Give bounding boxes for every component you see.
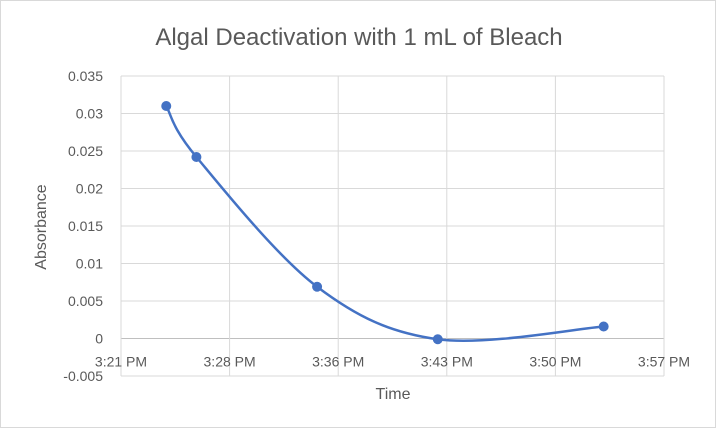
y-tick-label: 0.01 [76, 256, 103, 272]
series-line [165, 105, 604, 343]
y-axis-title: Absorbance [33, 184, 50, 269]
y-tick-label: 0 [95, 331, 103, 347]
x-tick-label: 3:36 PM [312, 354, 364, 370]
x-tick-label: 3:57 PM [638, 354, 690, 370]
y-tick-label: -0.005 [63, 368, 103, 384]
y-tick-label: 0.02 [76, 181, 103, 197]
x-axis-title: Time [376, 386, 411, 403]
x-tick-label: 3:43 PM [421, 354, 473, 370]
grid-layer [120, 75, 665, 377]
x-tick-label: 3:21 PM [95, 354, 147, 370]
y-tick-label: 0.005 [68, 293, 103, 309]
y-tick-labels: 0.035 0.03 0.025 0.02 0.015 0.01 0.005 0 -0.005 [63, 68, 103, 384]
series-layer [161, 101, 609, 345]
y-tick-label: 0.035 [68, 68, 103, 84]
chart-title: Algal Deactivation with 1 mL of Bleach [155, 24, 562, 51]
data-point [312, 281, 323, 292]
data-point [161, 101, 172, 111]
y-tick-label: 0.03 [76, 106, 103, 122]
data-point [191, 152, 202, 162]
x-tick-label: 3:28 PM [204, 354, 256, 370]
x-tick-labels: 3:21 PM 3:28 PM 3:36 PM 3:43 PM 3:50 PM 3:57 … [95, 354, 690, 370]
x-tick-label: 3:50 PM [529, 354, 581, 370]
data-point [432, 334, 443, 345]
data-point [598, 321, 609, 332]
y-tick-label: 0.025 [68, 143, 103, 159]
y-tick-label: 0.015 [68, 218, 103, 234]
